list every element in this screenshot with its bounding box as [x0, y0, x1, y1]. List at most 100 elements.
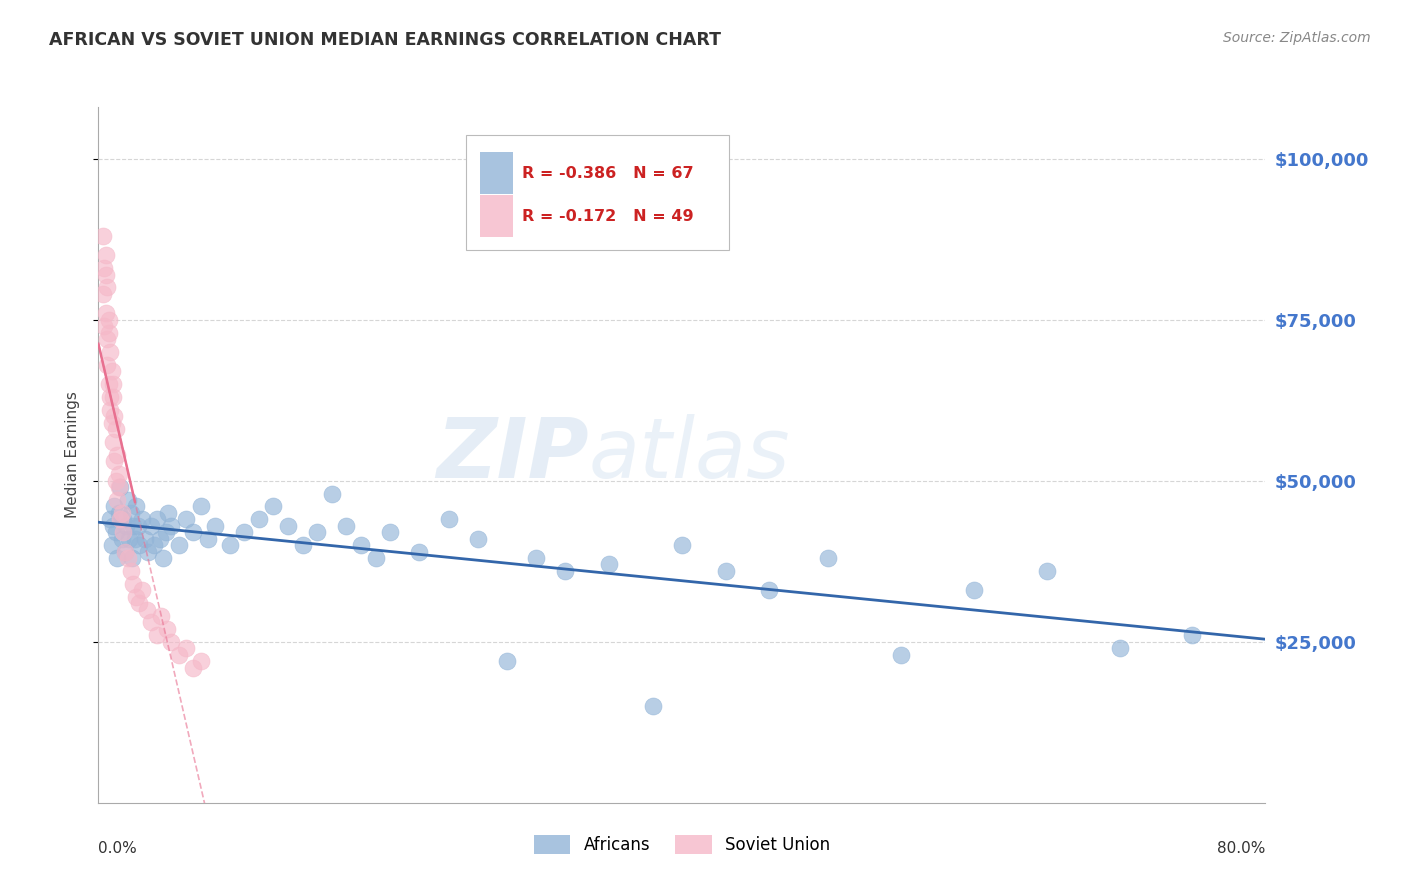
- Point: [97, 312, 120, 326]
- FancyBboxPatch shape: [465, 135, 728, 250]
- Point: [122, 518, 145, 533]
- Point: [156, 622, 179, 636]
- Point: [262, 500, 284, 514]
- Point: [122, 576, 145, 591]
- Point: [101, 390, 124, 404]
- Point: [118, 532, 141, 546]
- Point: [495, 654, 517, 668]
- Point: [1108, 641, 1130, 656]
- Point: [91, 286, 114, 301]
- Point: [117, 551, 139, 566]
- Bar: [479, 153, 513, 194]
- Point: [93, 261, 115, 276]
- Text: Source: ZipAtlas.com: Source: ZipAtlas.com: [1223, 31, 1371, 45]
- Point: [110, 512, 132, 526]
- Point: [204, 518, 226, 533]
- Point: [125, 500, 148, 514]
- Point: [136, 544, 159, 558]
- Point: [96, 280, 118, 294]
- Point: [817, 551, 839, 566]
- Point: [128, 538, 150, 552]
- Point: [157, 506, 180, 520]
- Legend: Africans, Soviet Union: Africans, Soviet Union: [527, 828, 837, 861]
- Point: [142, 538, 165, 552]
- Point: [350, 538, 373, 552]
- Point: [335, 518, 357, 533]
- Point: [94, 248, 117, 262]
- Point: [218, 538, 240, 552]
- Point: [190, 500, 212, 514]
- Text: ZIP: ZIP: [436, 415, 589, 495]
- Point: [139, 518, 162, 533]
- Point: [94, 268, 117, 282]
- Text: R = -0.386   N = 67: R = -0.386 N = 67: [522, 166, 693, 181]
- Point: [128, 596, 150, 610]
- Point: [146, 628, 169, 642]
- Point: [104, 474, 127, 488]
- Point: [641, 699, 664, 714]
- Point: [108, 467, 131, 482]
- Point: [758, 583, 780, 598]
- Point: [1035, 564, 1057, 578]
- Text: R = -0.172   N = 49: R = -0.172 N = 49: [522, 209, 693, 224]
- Point: [146, 512, 169, 526]
- Point: [233, 525, 256, 540]
- Point: [110, 480, 132, 494]
- Point: [437, 512, 460, 526]
- Point: [104, 422, 127, 436]
- Point: [131, 583, 153, 598]
- Point: [277, 518, 299, 533]
- Point: [149, 532, 172, 546]
- Point: [247, 512, 270, 526]
- Point: [105, 493, 128, 508]
- Text: 0.0%: 0.0%: [98, 841, 138, 856]
- Point: [121, 551, 143, 566]
- Point: [190, 654, 212, 668]
- Point: [150, 609, 173, 624]
- Point: [174, 512, 197, 526]
- Point: [554, 564, 576, 578]
- Point: [124, 532, 146, 546]
- Point: [321, 486, 343, 500]
- Point: [104, 525, 127, 540]
- Point: [91, 228, 114, 243]
- Point: [524, 551, 547, 566]
- Point: [1181, 628, 1204, 642]
- Point: [120, 564, 142, 578]
- Bar: [479, 195, 513, 237]
- Point: [152, 551, 174, 566]
- Point: [112, 512, 135, 526]
- Point: [291, 538, 314, 552]
- Point: [96, 358, 118, 372]
- Point: [120, 506, 142, 520]
- Point: [98, 402, 121, 417]
- Point: [101, 435, 124, 450]
- Point: [890, 648, 912, 662]
- Point: [114, 544, 136, 558]
- Point: [181, 525, 204, 540]
- Point: [97, 326, 120, 340]
- Point: [174, 641, 197, 656]
- Point: [117, 493, 139, 508]
- Text: 80.0%: 80.0%: [1218, 841, 1265, 856]
- Point: [114, 544, 136, 558]
- Point: [115, 518, 138, 533]
- Point: [714, 564, 737, 578]
- Point: [105, 448, 128, 462]
- Point: [112, 525, 135, 540]
- Point: [101, 377, 124, 392]
- Point: [467, 532, 489, 546]
- Point: [103, 409, 125, 424]
- Point: [167, 538, 190, 552]
- Point: [97, 377, 120, 392]
- Point: [197, 532, 219, 546]
- Point: [111, 532, 134, 546]
- Point: [98, 512, 121, 526]
- Point: [160, 518, 183, 533]
- Point: [125, 590, 148, 604]
- Point: [378, 525, 402, 540]
- Point: [135, 602, 157, 616]
- Point: [108, 480, 131, 494]
- Point: [160, 634, 183, 648]
- Point: [139, 615, 162, 630]
